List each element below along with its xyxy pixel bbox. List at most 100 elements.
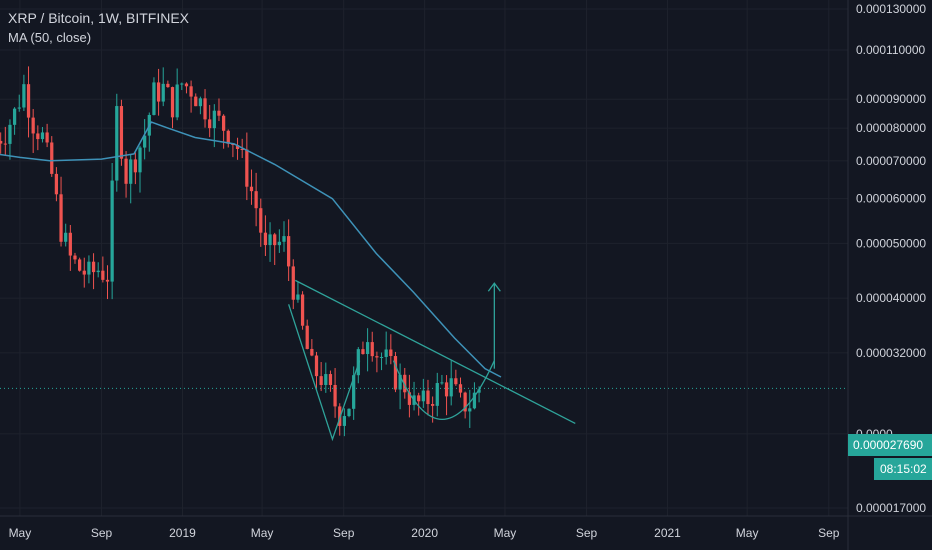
price-tick-label: 0.000080000 — [856, 121, 926, 135]
candle-body — [342, 416, 347, 426]
candle-body — [356, 349, 360, 376]
candle-body — [208, 119, 212, 129]
moving-average-series — [0, 121, 502, 378]
price-tick-label: 0.000130000 — [856, 2, 926, 16]
candle-body — [17, 107, 21, 109]
candle-body — [3, 143, 7, 145]
v-bottom-drawing — [288, 304, 361, 442]
price-tick-label: 0.000070000 — [856, 154, 926, 168]
candle-body — [375, 356, 379, 358]
candle-body — [217, 110, 221, 116]
candle-body — [235, 145, 240, 149]
candle-body — [259, 208, 263, 233]
time-tick-label: May — [736, 526, 759, 540]
candle-body — [82, 270, 86, 275]
candle-body — [324, 374, 328, 385]
price-tick-label: 0.000017000 — [856, 501, 926, 515]
resistance-trendline — [294, 279, 576, 424]
candle-body — [8, 124, 12, 144]
time-tick-label: May — [251, 526, 274, 540]
time-tick-label: May — [494, 526, 517, 540]
candle-body — [254, 191, 258, 209]
candle-body — [105, 279, 110, 282]
candle-body — [370, 342, 374, 357]
price-tick-label: 0.000050000 — [856, 236, 926, 250]
candle-body — [319, 376, 323, 385]
countdown-label-bg — [874, 458, 932, 480]
cup-drawing — [392, 360, 495, 420]
candle-body — [143, 135, 147, 148]
candle-body — [77, 259, 82, 271]
price-tick-label: 0.000060000 — [856, 192, 926, 206]
price-tick-label: 0.000110000 — [856, 43, 926, 57]
candle-body — [240, 148, 244, 150]
candle-body — [268, 234, 272, 246]
candle-body — [40, 132, 45, 140]
candle-body — [161, 83, 165, 102]
last-price-label: 0.000027690 — [853, 438, 923, 452]
candle-body — [36, 133, 40, 140]
chart-legend: XRP / Bitcoin, 1W, BITFINEX MA (50, clos… — [8, 8, 189, 48]
candle-body — [31, 117, 35, 134]
candle-body — [421, 390, 425, 402]
ma-line — [0, 121, 502, 378]
candle-body — [440, 382, 444, 384]
candle-body — [305, 325, 309, 349]
candle-body — [468, 408, 472, 412]
candle-body — [282, 236, 286, 242]
price-axis[interactable]: 0.000130000 0.000110000 0.000090000 0.00008… — [856, 2, 926, 515]
price-tick-label: 0.000040000 — [856, 291, 926, 305]
price-labels: 08:15:02 0.000027690 — [848, 434, 932, 480]
candle-body — [180, 83, 184, 85]
candle-body — [198, 98, 203, 107]
candle-body — [431, 404, 435, 406]
candle-body — [115, 106, 119, 181]
candle-body — [277, 241, 281, 246]
candle-body — [463, 392, 467, 412]
candle-body — [124, 158, 128, 184]
candle-body — [435, 383, 439, 406]
time-tick-label: 2019 — [169, 526, 196, 540]
time-tick-label: 2020 — [411, 526, 438, 540]
candle-body — [212, 110, 216, 129]
time-axis[interactable]: May Sep 2019 May Sep 2020 May Sep 2021 May Sep — [9, 526, 840, 540]
candle-body — [291, 266, 295, 300]
candle-body — [287, 236, 291, 267]
countdown-label: 08:15:02 — [880, 462, 927, 476]
candle-body — [365, 342, 370, 355]
candle-body — [472, 392, 477, 409]
candle-body — [403, 374, 407, 393]
candle-body — [91, 261, 96, 273]
candle-body — [96, 270, 100, 273]
last-price-label-bg — [848, 434, 932, 456]
candle-body — [245, 149, 249, 187]
candle-body — [361, 349, 365, 355]
candle-body — [203, 98, 207, 120]
candle-body — [449, 378, 453, 397]
candle-body — [249, 186, 254, 192]
candle-body — [156, 82, 161, 102]
candle-body — [426, 390, 430, 405]
candle-body — [152, 82, 156, 115]
candle-body — [170, 87, 175, 118]
candle-body — [296, 294, 300, 300]
candle-body — [133, 159, 137, 173]
price-tick-label: 0.000090000 — [856, 92, 926, 106]
candlestick-series — [0, 66, 481, 437]
candle-body — [110, 180, 114, 282]
candle-body — [389, 349, 393, 357]
candle-body — [314, 355, 319, 377]
time-tick-label: Sep — [333, 526, 355, 540]
candle-body — [398, 374, 402, 390]
candle-body — [194, 96, 198, 107]
candle-body — [184, 83, 189, 87]
candle-body — [189, 86, 193, 97]
candle-body — [22, 84, 26, 108]
candle-body — [379, 356, 384, 358]
candle-body — [417, 395, 421, 402]
time-tick-label: May — [9, 526, 32, 540]
candle-body — [175, 84, 179, 118]
candle-body — [273, 234, 277, 246]
